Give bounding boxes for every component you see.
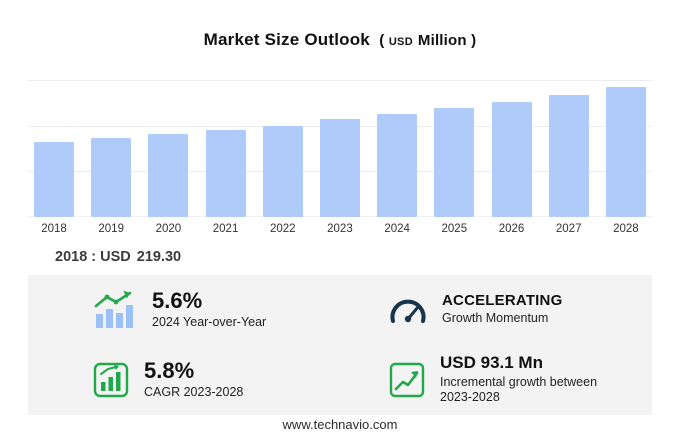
x-tick-2023: 2023	[327, 223, 353, 235]
title-paren-open: (	[374, 32, 389, 49]
bar-2026	[491, 101, 532, 217]
x-tick-2021: 2021	[212, 223, 239, 235]
stat-incremental: USD 93.1 Mn Incremental growth between 2…	[340, 353, 652, 406]
stat-cagr: 5.8% CAGR 2023-2028	[28, 358, 340, 401]
bar-2023	[319, 119, 360, 217]
stats-panel: 5.6% 2024 Year-over-Year ACCELERATING Gr…	[28, 275, 652, 415]
stat-momentum-label: Growth Momentum	[442, 311, 549, 326]
base-year-value: 219.30	[136, 249, 182, 265]
x-tick-2020: 2020	[155, 223, 182, 235]
bar-chart-growth-icon	[92, 290, 138, 330]
stat-yoy: 5.6% 2024 Year-over-Year	[28, 288, 340, 331]
bar-2018	[34, 141, 74, 217]
title-unit: Million	[417, 32, 467, 49]
stat-momentum-value: ACCELERATING	[442, 291, 563, 309]
market-size-bar-chart: 2018 2019 2020 2021 2022 2023 2024 2025 2026 2027…	[28, 80, 652, 235]
base-year-annotation: 2018 : USD 219.30	[55, 249, 680, 265]
bar-2020	[148, 134, 189, 217]
stat-incremental-value: USD 93.1 Mn	[440, 353, 543, 373]
bars	[34, 80, 646, 217]
x-tick-2022: 2022	[269, 223, 296, 235]
page-title: Market Size Outlook ( USD Million )	[0, 0, 680, 50]
chart-plot-area	[28, 80, 652, 217]
stat-cagr-label: CAGR 2023-2028	[144, 385, 244, 400]
green-bar-chart-icon	[92, 361, 130, 399]
x-tick-2025: 2025	[441, 223, 468, 235]
line-chart-icon	[388, 361, 426, 399]
x-tick-2027: 2027	[555, 223, 582, 235]
x-tick-2028: 2028	[613, 223, 639, 235]
bar-2024	[377, 113, 418, 217]
footer-url: www.technavio.com	[282, 417, 398, 432]
gridline	[28, 80, 652, 81]
stat-cagr-value: 5.8%	[144, 358, 195, 384]
bar-2027	[548, 94, 589, 217]
speedometer-icon	[388, 292, 428, 328]
title-unit-currency: USD	[388, 36, 413, 48]
stat-yoy-label: 2024 Year-over-Year	[152, 315, 267, 330]
x-tick-2018: 2018	[41, 223, 67, 235]
stat-incremental-label: Incremental growth between 2023-2028	[440, 374, 598, 405]
stat-yoy-value: 5.6%	[152, 288, 203, 314]
x-tick-2024: 2024	[384, 223, 410, 235]
bar-2028	[605, 87, 646, 217]
bar-2022	[262, 125, 303, 217]
title-paren-close: )	[466, 32, 477, 49]
x-axis-labels: 2018 2019 2020 2021 2022 2023 2024 2025 2026 2027…	[34, 223, 646, 235]
bar-2019	[91, 138, 132, 217]
title-main: Market Size Outlook	[203, 30, 370, 49]
x-tick-2026: 2026	[498, 223, 525, 235]
stat-momentum: ACCELERATING Growth Momentum	[340, 292, 652, 328]
base-year-label: 2018 : USD	[55, 249, 131, 265]
bar-2025	[434, 107, 475, 217]
x-tick-2019: 2019	[98, 223, 124, 235]
bar-2021	[205, 130, 246, 217]
